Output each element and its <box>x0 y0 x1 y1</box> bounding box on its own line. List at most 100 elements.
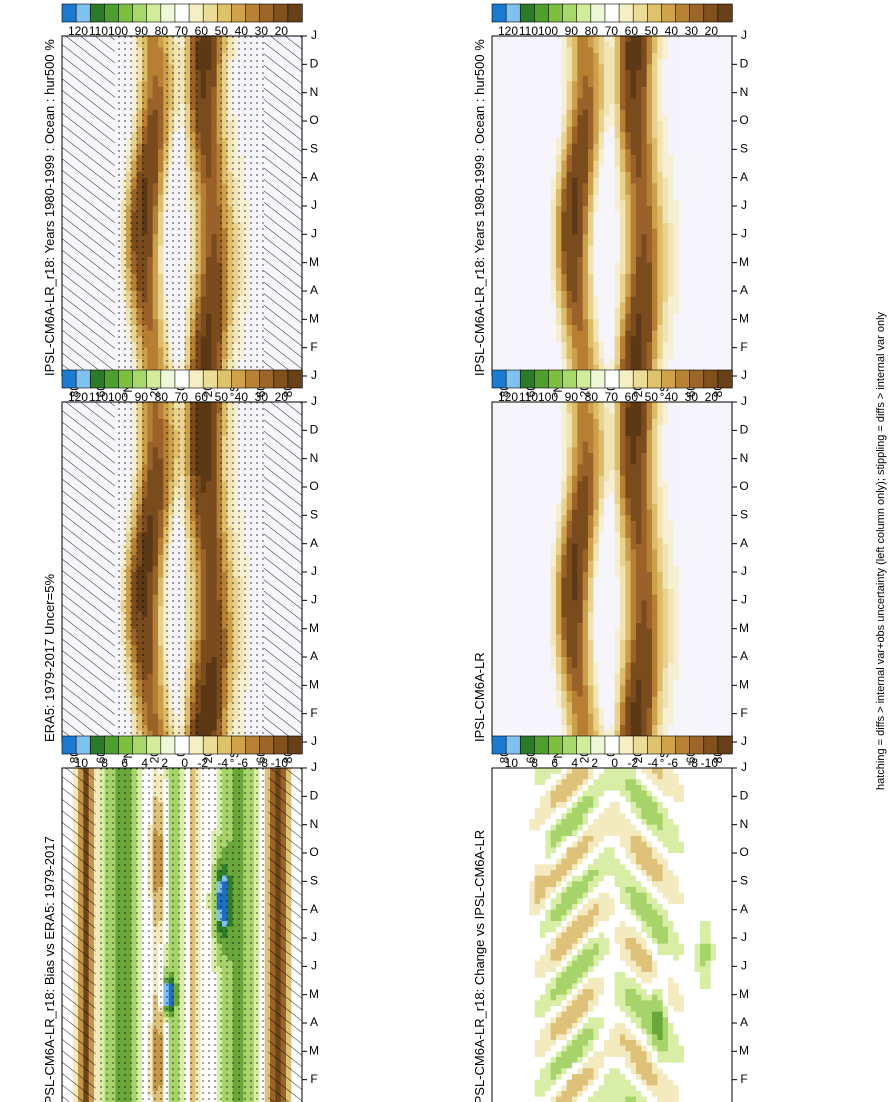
month-tick-label: A <box>740 283 748 297</box>
colorbar-label: 80 <box>155 390 169 404</box>
colorbar-swatch <box>519 369 536 389</box>
colorbar-label: 70 <box>605 24 619 38</box>
panel-1: JFMAMJJASONDJ8060°N20020°S6080IPSL-CM6A-… <box>42 3 319 397</box>
colorbar-swatch <box>132 369 148 389</box>
colorbar-swatch <box>118 735 134 755</box>
colorbar-swatch <box>632 3 648 23</box>
colorbar-swatch <box>174 369 190 389</box>
heatmap-field <box>492 767 733 1102</box>
colorbar-label: -6 <box>237 756 248 770</box>
stipple-band-2 <box>162 36 202 376</box>
heatmap-field <box>492 35 733 376</box>
colorbar-swatch <box>61 369 77 389</box>
colorbar-label: 0 <box>611 756 618 770</box>
colorbar-swatch <box>618 735 634 755</box>
month-tick-label: A <box>740 536 748 550</box>
colorbar-label: -10 <box>271 756 289 770</box>
colorbar-swatch <box>505 3 521 23</box>
colorbar-swatch <box>245 369 261 389</box>
colorbar-swatch <box>562 3 578 23</box>
colorbar-label: 90 <box>565 24 579 38</box>
hatch-band-1 <box>62 402 115 742</box>
colorbar-swatch <box>216 735 233 755</box>
colorbar-label: 100 <box>108 390 128 404</box>
colorbar-swatch <box>245 735 261 755</box>
colorbar-swatch <box>632 735 648 755</box>
colorbar-swatch <box>505 369 521 389</box>
colorbar-label: 30 <box>255 24 269 38</box>
colorbar-swatch <box>519 3 536 23</box>
month-tick-label: A <box>310 170 318 184</box>
colorbar-label: 60 <box>195 390 209 404</box>
month-tick-label: A <box>310 902 318 916</box>
colorbar-swatch <box>675 735 691 755</box>
colorbar-swatch <box>287 3 303 23</box>
colorbar-label: 20 <box>705 24 719 38</box>
colorbar-swatch <box>61 735 77 755</box>
month-tick-label: J <box>311 564 317 578</box>
colorbar-swatch <box>661 3 677 23</box>
figure-footer: hatching = diffs > internal var+obs unce… <box>875 311 887 790</box>
colorbar-label: 120 <box>498 24 518 38</box>
month-tick-label: J <box>311 959 317 973</box>
colorbar-swatch <box>689 3 705 23</box>
colorbar-swatch <box>562 369 578 389</box>
month-tick-label: F <box>740 340 747 354</box>
month-tick-label: A <box>740 1015 748 1029</box>
month-tick-label: J <box>741 28 747 42</box>
month-tick-label: F <box>310 1072 317 1086</box>
colorbar-label: 70 <box>175 390 189 404</box>
stipple-band-1 <box>114 36 149 376</box>
stipple-band-1 <box>95 768 269 1102</box>
colorbar-swatch <box>216 369 233 389</box>
colorbar-label: -8 <box>687 756 698 770</box>
colorbar-swatch <box>590 735 606 755</box>
month-tick-label: M <box>309 312 319 326</box>
colorbar-swatch <box>188 369 204 389</box>
colorbar-swatch <box>618 369 634 389</box>
colorbar-swatch <box>89 369 106 389</box>
colorbar-label: -10 <box>701 756 719 770</box>
month-tick-label: J <box>741 930 747 944</box>
colorbar-swatch <box>174 3 190 23</box>
colorbar-swatch <box>491 3 507 23</box>
colorbar-label: 50 <box>215 24 229 38</box>
colorbar-swatch <box>160 369 176 389</box>
month-tick-label: J <box>311 28 317 42</box>
month-tick-label: N <box>310 817 319 831</box>
colorbar-swatch <box>534 3 550 23</box>
colorbar-label: 8 <box>531 756 538 770</box>
colorbar-swatch <box>231 3 247 23</box>
month-tick-label: J <box>311 930 317 944</box>
colorbar-swatch <box>717 3 733 23</box>
colorbar-label: 30 <box>685 24 699 38</box>
colorbar-swatch <box>717 369 733 389</box>
month-tick-label: O <box>309 845 318 859</box>
colorbar-label: 120 <box>68 390 88 404</box>
colorbar-swatch <box>491 369 507 389</box>
colorbar-swatch <box>646 369 663 389</box>
colorbar-label: 20 <box>705 390 719 404</box>
hatch-band-1 <box>62 36 115 376</box>
colorbar-label: 40 <box>235 24 249 38</box>
colorbar-swatch <box>231 369 247 389</box>
colorbar-label: -6 <box>667 756 678 770</box>
colorbar: 120 110 100 90 80 70 60 50 40 30 20 <box>491 3 733 38</box>
colorbar-swatch <box>174 735 190 755</box>
colorbar-swatch <box>287 735 303 755</box>
colorbar-label: 100 <box>538 24 558 38</box>
month-tick-label: J <box>311 198 317 212</box>
colorbar-swatch <box>75 369 91 389</box>
colorbar: 120 110 100 90 80 70 60 50 40 30 20 <box>61 369 303 404</box>
month-tick-label: J <box>741 227 747 241</box>
colorbar-label: 4 <box>141 756 148 770</box>
colorbar-swatch <box>491 735 507 755</box>
month-tick-label: J <box>741 564 747 578</box>
month-tick-label: J <box>311 227 317 241</box>
colorbar-swatch <box>287 369 303 389</box>
colorbar-swatch <box>132 735 148 755</box>
colorbar-swatch <box>548 369 564 389</box>
colorbar-swatch <box>604 3 620 23</box>
hatch-band-1 <box>62 768 96 1102</box>
panel-6: JFMAMJJASONDJ8060°N20020°S6080IPSL-CM6A-… <box>472 735 749 1102</box>
